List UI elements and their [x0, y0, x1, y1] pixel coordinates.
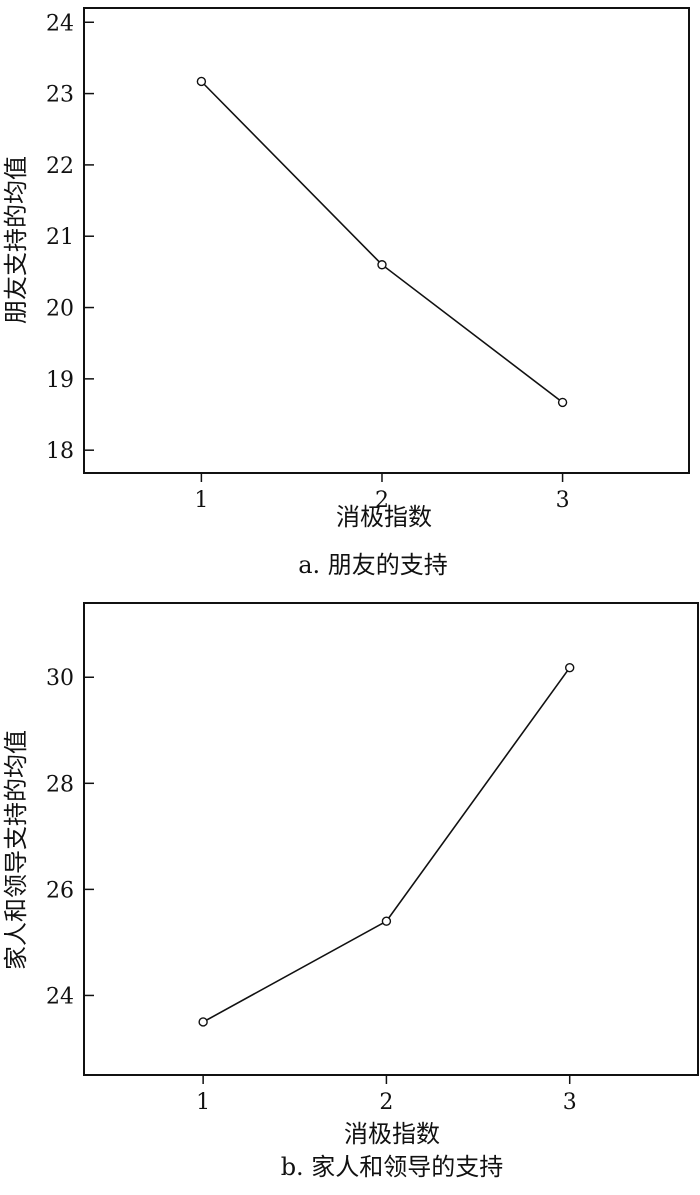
y-tick-label: 23 [46, 83, 74, 108]
x-tick-label: 2 [379, 1090, 393, 1115]
chart-caption: b. 家人和领导的支持 [281, 1153, 504, 1181]
y-tick-label: 18 [46, 439, 74, 464]
x-tick-label: 3 [556, 488, 570, 513]
chart-caption: a. 朋友的支持 [298, 551, 448, 579]
y-tick-label: 21 [46, 225, 74, 250]
data-point [565, 663, 575, 673]
data-point [377, 260, 387, 270]
plot-frame [83, 7, 690, 474]
axis-ticks [84, 21, 564, 482]
x-tick-label: 1 [194, 488, 208, 513]
y-tick-label: 24 [46, 984, 74, 1009]
y-tick-label: 28 [46, 772, 74, 797]
x-tick-labels: 1 2 3 [196, 1090, 577, 1115]
series-line [200, 80, 564, 404]
y-tick-label: 22 [46, 154, 74, 179]
chart-svg-family-leader-support: 24 26 28 30 1 2 3 消极指数 家人和领导支持的均值 b. 家人和领导的支持 [2, 602, 699, 1181]
x-axis-title: 消极指数 [336, 503, 432, 531]
y-tick-labels: 24 26 28 30 [46, 666, 74, 1009]
y-tick-label: 19 [46, 368, 74, 393]
y-tick-label: 20 [46, 297, 74, 322]
x-axis-title: 消极指数 [344, 1120, 440, 1148]
y-tick-labels: 18 19 20 21 22 23 24 [46, 11, 74, 464]
chart-family-leader-support: 24 26 28 30 1 2 3 消极指数 家人和领导支持的均值 b. 家人和领导的支持 [0, 595, 700, 1190]
y-tick-label: 24 [46, 11, 74, 36]
x-tick-label: 2 [375, 488, 389, 513]
data-point [198, 1017, 208, 1027]
series-group [198, 663, 575, 1027]
axis-ticks [84, 676, 571, 1084]
data-point [196, 76, 207, 87]
y-axis-title: 朋友支持的均值 [2, 156, 30, 324]
data-point [381, 916, 392, 926]
data-point [557, 397, 568, 408]
y-tick-label: 26 [46, 878, 74, 903]
y-tick-label: 30 [46, 666, 74, 691]
series-group [196, 76, 568, 408]
plot-frame [83, 602, 699, 1076]
x-tick-label: 1 [196, 1090, 210, 1115]
series-line [202, 667, 571, 1023]
y-axis-title: 家人和领导支持的均值 [2, 730, 30, 970]
x-tick-labels: 1 2 3 [194, 488, 569, 513]
x-tick-label: 3 [563, 1090, 577, 1115]
